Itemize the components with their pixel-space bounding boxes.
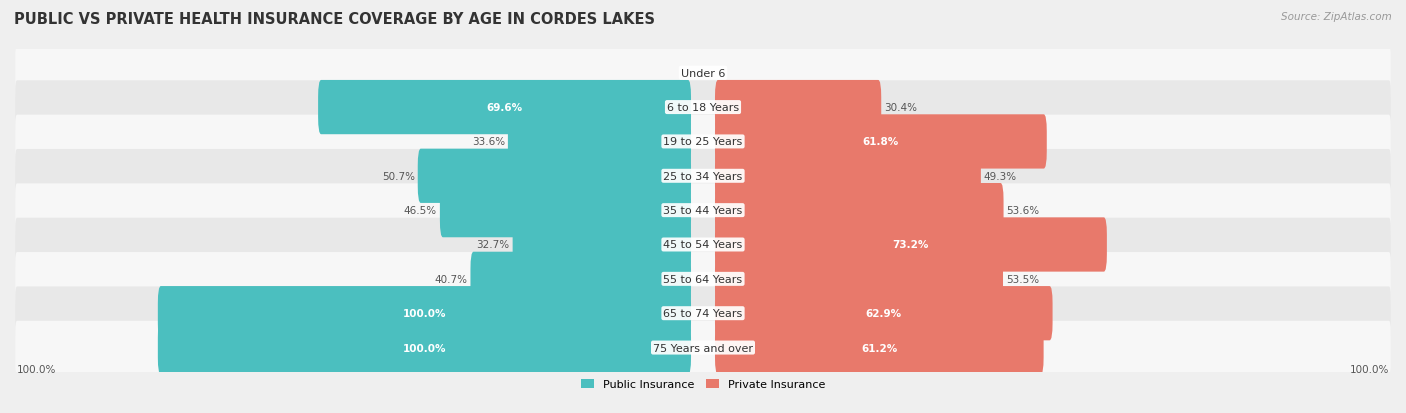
FancyBboxPatch shape bbox=[15, 218, 1391, 272]
Text: PUBLIC VS PRIVATE HEALTH INSURANCE COVERAGE BY AGE IN CORDES LAKES: PUBLIC VS PRIVATE HEALTH INSURANCE COVER… bbox=[14, 12, 655, 27]
Text: 25 to 34 Years: 25 to 34 Years bbox=[664, 171, 742, 181]
FancyBboxPatch shape bbox=[716, 252, 1002, 306]
FancyBboxPatch shape bbox=[716, 320, 1043, 375]
Text: 6 to 18 Years: 6 to 18 Years bbox=[666, 103, 740, 113]
FancyBboxPatch shape bbox=[513, 218, 690, 272]
Text: 40.7%: 40.7% bbox=[434, 274, 467, 284]
FancyBboxPatch shape bbox=[716, 218, 1107, 272]
FancyBboxPatch shape bbox=[15, 150, 1391, 203]
FancyBboxPatch shape bbox=[15, 81, 1391, 135]
FancyBboxPatch shape bbox=[418, 149, 690, 204]
FancyBboxPatch shape bbox=[318, 81, 690, 135]
Text: 33.6%: 33.6% bbox=[472, 137, 505, 147]
Text: 53.5%: 53.5% bbox=[1007, 274, 1039, 284]
Text: 61.8%: 61.8% bbox=[863, 137, 898, 147]
FancyBboxPatch shape bbox=[716, 149, 981, 204]
Legend: Public Insurance, Private Insurance: Public Insurance, Private Insurance bbox=[576, 374, 830, 394]
Text: 100.0%: 100.0% bbox=[402, 343, 446, 353]
Text: 62.9%: 62.9% bbox=[866, 309, 901, 318]
Text: 61.2%: 61.2% bbox=[860, 343, 897, 353]
FancyBboxPatch shape bbox=[716, 286, 1053, 340]
Text: 69.6%: 69.6% bbox=[486, 103, 523, 113]
FancyBboxPatch shape bbox=[716, 115, 1047, 169]
Text: Under 6: Under 6 bbox=[681, 69, 725, 78]
Text: 100.0%: 100.0% bbox=[17, 364, 56, 374]
Text: 49.3%: 49.3% bbox=[984, 171, 1017, 181]
Text: 30.4%: 30.4% bbox=[884, 103, 917, 113]
Text: 19 to 25 Years: 19 to 25 Years bbox=[664, 137, 742, 147]
FancyBboxPatch shape bbox=[157, 320, 690, 375]
Text: 100.0%: 100.0% bbox=[402, 309, 446, 318]
Text: Source: ZipAtlas.com: Source: ZipAtlas.com bbox=[1281, 12, 1392, 22]
Text: 35 to 44 Years: 35 to 44 Years bbox=[664, 206, 742, 216]
Text: 55 to 64 Years: 55 to 64 Years bbox=[664, 274, 742, 284]
Text: 100.0%: 100.0% bbox=[1350, 364, 1389, 374]
Text: 75 Years and over: 75 Years and over bbox=[652, 343, 754, 353]
FancyBboxPatch shape bbox=[15, 287, 1391, 340]
Text: 53.6%: 53.6% bbox=[1007, 206, 1039, 216]
FancyBboxPatch shape bbox=[157, 286, 690, 340]
Text: 50.7%: 50.7% bbox=[382, 171, 415, 181]
FancyBboxPatch shape bbox=[716, 183, 1004, 238]
Text: 73.2%: 73.2% bbox=[893, 240, 929, 250]
FancyBboxPatch shape bbox=[15, 321, 1391, 375]
Text: 45 to 54 Years: 45 to 54 Years bbox=[664, 240, 742, 250]
FancyBboxPatch shape bbox=[15, 252, 1391, 306]
Text: 32.7%: 32.7% bbox=[477, 240, 509, 250]
FancyBboxPatch shape bbox=[15, 184, 1391, 237]
FancyBboxPatch shape bbox=[471, 252, 690, 306]
Text: 46.5%: 46.5% bbox=[404, 206, 437, 216]
FancyBboxPatch shape bbox=[716, 81, 882, 135]
FancyBboxPatch shape bbox=[440, 183, 690, 238]
Text: 65 to 74 Years: 65 to 74 Years bbox=[664, 309, 742, 318]
FancyBboxPatch shape bbox=[15, 115, 1391, 169]
FancyBboxPatch shape bbox=[508, 115, 690, 169]
FancyBboxPatch shape bbox=[15, 47, 1391, 100]
